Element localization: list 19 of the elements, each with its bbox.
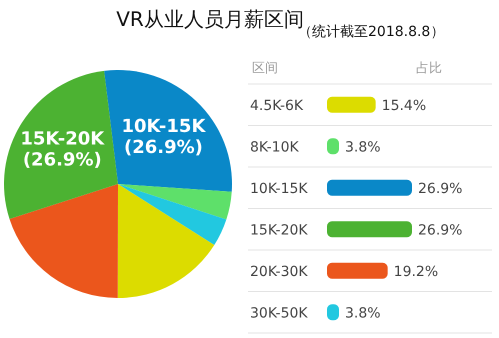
y-tick-label: 10K-15K (250, 180, 308, 197)
data-label: (26.9%) (22, 149, 102, 170)
y-tick-label: 8K-10K (250, 139, 300, 156)
data-label: 3.8% (345, 139, 381, 156)
data-label: 15.4% (382, 98, 426, 114)
data-label: 3.8% (345, 305, 381, 322)
data-label: 26.9% (418, 180, 462, 197)
y-tick-label: 30K-50K (250, 305, 308, 322)
data-label: 19.2% (394, 264, 438, 280)
y-tick-label: 15K-20K (250, 222, 308, 238)
data-label: (26.9%) (124, 136, 203, 158)
chart-title: VR从业人员月薪区间 (116, 7, 304, 31)
y-tick-label: 4.5K-6K (250, 98, 304, 114)
text: 区间 (252, 61, 278, 76)
slice-label: 10K-15K (122, 116, 206, 137)
text: 占比 (416, 61, 442, 76)
slice-label: 15K-20K (20, 128, 106, 150)
y-tick-label: 20K-30K (250, 264, 308, 280)
data-label: 26.9% (418, 222, 462, 238)
